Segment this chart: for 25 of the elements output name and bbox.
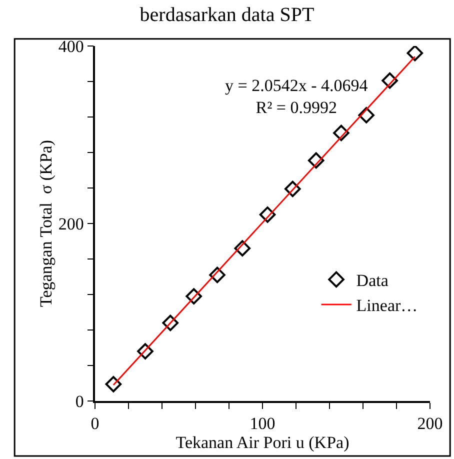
point (162, 314, 179, 332)
legend-label: Data (356, 271, 389, 290)
point (406, 46, 424, 62)
legend-label: Linear… (356, 296, 418, 316)
point (105, 376, 122, 392)
point (259, 206, 276, 223)
x-axis-title: Tekanan Air Pori u (KPa) (176, 433, 350, 452)
point (234, 240, 251, 256)
point (137, 343, 154, 360)
point (382, 72, 398, 89)
x-tick-label: 100 (250, 414, 276, 434)
point (333, 124, 350, 142)
y-tick-label: 400 (58, 36, 84, 56)
point (358, 107, 374, 124)
point (284, 180, 301, 198)
y-axis-title: Tegangan Total σ (KPa) (36, 140, 56, 307)
annotation: y = 2.0542x - 4.0694 R² = 0.9992 (225, 76, 368, 118)
point (308, 152, 324, 169)
y-tick-label: 0 (75, 392, 84, 411)
point (209, 266, 226, 284)
x-tick-label: 0 (90, 414, 100, 434)
point (186, 288, 202, 304)
y-tick-label: 200 (58, 214, 84, 234)
chart-title: berdasarkan data SPT (140, 4, 314, 26)
x-tick-label: 200 (417, 414, 443, 434)
